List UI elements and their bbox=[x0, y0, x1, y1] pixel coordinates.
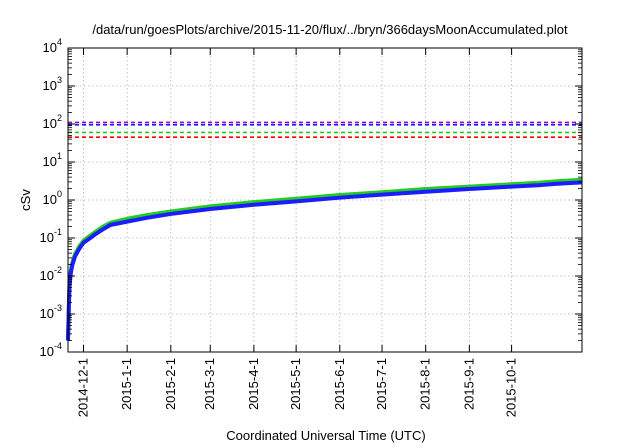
y-tick-label: 10-1 bbox=[40, 227, 62, 245]
x-axis: 2014-12-1 2015-1-1 2015-2-1 2015-3-1 2015-4-… bbox=[75, 48, 519, 417]
x-axis-label: Coordinated Universal Time (UTC) bbox=[226, 428, 425, 443]
y-tick-label: 10-4 bbox=[40, 341, 62, 359]
x-tick-label: 2015-7-1 bbox=[374, 358, 389, 410]
reference-lines bbox=[68, 121, 582, 138]
chart-title: /data/run/goesPlots/archive/2015-11-20/f… bbox=[92, 22, 568, 37]
y-tick-label: 10-2 bbox=[40, 265, 62, 283]
x-tick-label: 2015-4-1 bbox=[246, 358, 261, 410]
y-axis: 10-4 10-3 10-2 10-1 100 101 102 103 104 bbox=[40, 37, 582, 359]
x-tick-label: 2014-12-1 bbox=[75, 358, 90, 417]
series-line bbox=[66, 180, 583, 341]
x-tick-label: 2015-8-1 bbox=[418, 358, 433, 410]
y-tick-label: 10-3 bbox=[40, 303, 62, 321]
y-tick-label: 101 bbox=[43, 151, 62, 169]
y-tick-label: 100 bbox=[43, 189, 62, 207]
x-tick-label: 2015-1-1 bbox=[119, 358, 134, 410]
x-tick-label: 2015-6-1 bbox=[332, 358, 347, 410]
x-tick-label: 2015-9-1 bbox=[461, 358, 476, 410]
y-tick-label: 103 bbox=[43, 75, 62, 93]
y-axis-label: cSv bbox=[18, 189, 33, 211]
x-tick-label: 2015-10-1 bbox=[504, 358, 519, 417]
data-series bbox=[66, 177, 583, 341]
x-tick-label: 2015-5-1 bbox=[288, 358, 303, 410]
y-tick-label: 102 bbox=[43, 113, 62, 131]
x-tick-label: 2015-2-1 bbox=[163, 358, 178, 410]
y-tick-label: 104 bbox=[43, 37, 62, 55]
x-tick-label: 2015-3-1 bbox=[202, 358, 217, 410]
